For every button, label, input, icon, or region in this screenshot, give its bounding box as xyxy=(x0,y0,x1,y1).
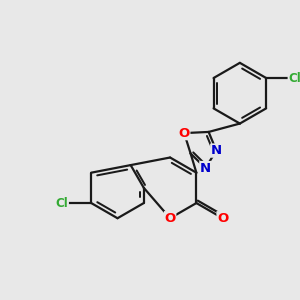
Text: O: O xyxy=(164,212,176,225)
Text: O: O xyxy=(178,127,190,140)
Text: N: N xyxy=(211,144,222,157)
Text: O: O xyxy=(217,212,228,225)
Text: Cl: Cl xyxy=(56,196,68,209)
Text: Cl: Cl xyxy=(288,71,300,85)
Text: N: N xyxy=(200,162,211,175)
